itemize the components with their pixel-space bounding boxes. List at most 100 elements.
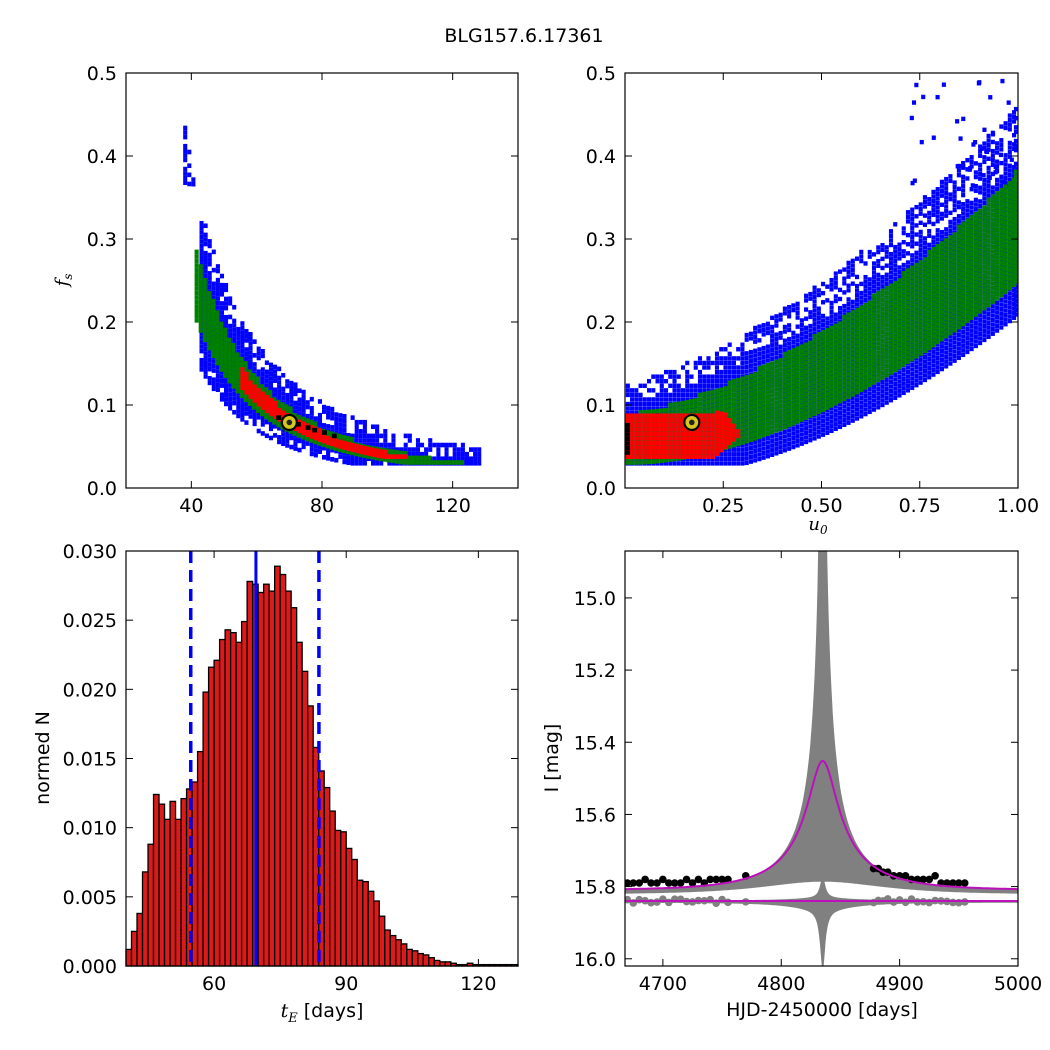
posterior-cell-green [854,330,860,336]
posterior-cell-blue [939,234,944,239]
posterior-cell-blue [854,407,860,412]
posterior-cell-green [854,335,860,340]
posterior-cell-blue [706,374,711,379]
posterior-cell-blue [816,306,821,311]
posterior-cell-blue [714,356,720,361]
posterior-cell-green [251,400,256,406]
y-axis-label-subscript: s [61,274,75,280]
posterior-cell-blue [634,388,639,393]
posterior-cell-green [842,337,847,342]
posterior-cell-blue [893,381,898,387]
posterior-cell-green [761,414,766,420]
posterior-cell-green [723,409,728,414]
posterior-cell-blue [863,279,868,284]
posterior-cell-green [284,404,289,409]
posterior-cell-blue [812,427,817,432]
posterior-cell-green [804,411,809,416]
posterior-cell-blue [998,152,1003,158]
posterior-cell-blue [1007,295,1012,301]
posterior-cell-green [714,397,720,403]
posterior-cell-blue [199,252,204,258]
posterior-cell-green [194,272,199,278]
posterior-cell-green [795,405,800,411]
posterior-cell-blue [211,359,216,364]
posterior-cell-green [829,380,834,385]
posterior-cell-blue [326,446,331,452]
posterior-cell-blue [909,115,914,121]
posterior-cell-green [774,405,779,410]
posterior-cell-green [787,413,792,419]
posterior-cell-green [821,352,826,358]
posterior-cell-blue [829,410,834,415]
posterior-cell-green [740,394,745,400]
posterior-cell-green [663,458,669,463]
posterior-cell-blue [672,369,677,375]
posterior-cell-blue [935,187,940,192]
posterior-cell-blue [978,340,983,346]
posterior-cell-green [825,346,830,351]
posterior-cell-blue [289,444,294,450]
posterior-cell-green [774,409,779,415]
posterior-cell-green [829,398,834,404]
posterior-cell-red [305,432,310,437]
posterior-cell-blue [893,395,898,400]
posterior-cell-blue [719,461,724,466]
posterior-cell-green [206,332,211,337]
posterior-cell-blue [753,449,758,454]
posterior-cell-blue [791,330,796,336]
posterior-cell-blue [978,336,983,341]
posterior-cell-blue [277,439,282,445]
posterior-cell-green [833,323,838,329]
posterior-cell-green [219,326,224,331]
posterior-cell-blue [778,353,783,359]
posterior-cell-blue [918,380,923,385]
posterior-cell-red [346,441,351,447]
posterior-cell-green [821,407,826,412]
posterior-cell-blue [893,372,898,378]
posterior-cell-blue [211,281,216,287]
posterior-cell-green [842,328,847,333]
posterior-cell-green [782,351,787,357]
posterior-cell-blue [753,366,758,372]
posterior-cell-blue [999,138,1004,143]
posterior-cell-green [850,332,855,338]
posterior-cell-red [354,444,359,449]
posterior-cell-green [787,354,792,359]
posterior-cell-red [334,438,339,443]
posterior-cell-blue [330,411,335,416]
posterior-cell-blue [956,172,961,178]
posterior-cell-green [774,378,779,383]
posterior-cell-green [731,420,736,425]
posterior-cell-red [313,435,318,441]
posterior-cell-blue [787,336,792,342]
posterior-cell-red [248,385,253,390]
posterior-cell-blue [922,240,927,246]
panel-fs-vs-u0: 0.25 0.50 0.75 1.000.00.10.20.30.40.5u0 [586,63,1039,537]
posterior-cell-blue [804,298,809,303]
posterior-cell-blue [1007,163,1012,169]
posterior-cell-blue [893,272,898,277]
posterior-cell-blue [927,356,932,362]
posterior-cell-blue [859,281,864,287]
posterior-cell-green [799,371,804,377]
posterior-cell-green [231,361,236,366]
posterior-cell-green [795,364,800,369]
posterior-cell-blue [281,436,286,442]
posterior-cell-blue [309,406,314,411]
posterior-cell-blue [714,369,720,375]
posterior-cell-green [451,460,456,465]
posterior-cell-blue [914,250,919,256]
posterior-cell-blue [727,351,732,357]
posterior-cell-blue [697,369,703,375]
posterior-cell-green [753,431,758,436]
posterior-cell-blue [948,210,953,216]
posterior-cell-blue [1012,119,1017,124]
posterior-cell-blue [1003,121,1008,126]
posterior-cell-blue [647,406,652,411]
posterior-cell-blue [995,305,1000,310]
posterior-cell-green [778,394,783,399]
posterior-cell-blue [990,313,995,318]
posterior-cell-blue [922,236,927,241]
posterior-cell-blue [986,188,991,193]
posterior-cell-blue [931,194,936,199]
